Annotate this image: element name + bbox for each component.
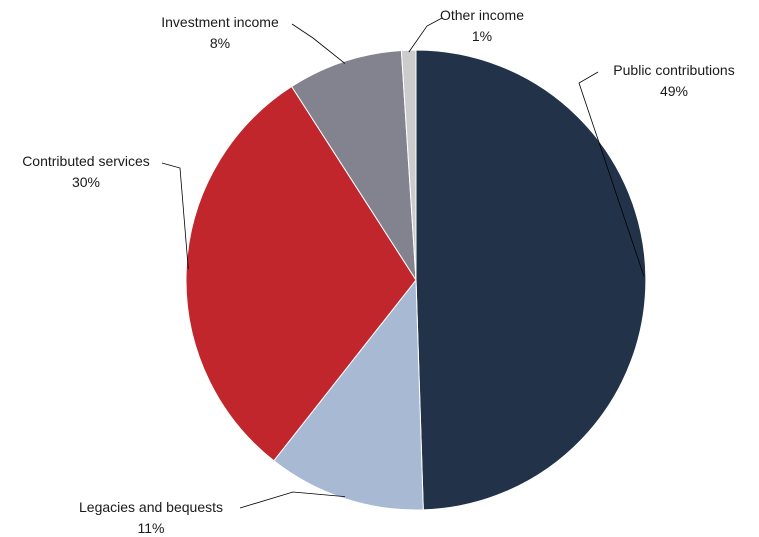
slice-label-investment-income: Investment income bbox=[161, 14, 279, 30]
pie-slice-legacies-and-bequests bbox=[273, 278, 424, 511]
pie-slice-investment-income bbox=[290, 49, 417, 282]
slice-value-other-income: 1% bbox=[472, 28, 492, 44]
slice-value-contributed-services: 30% bbox=[72, 174, 100, 190]
leader-line-investment-income bbox=[291, 23, 346, 64]
leader-line-contributed-services bbox=[161, 162, 189, 270]
slice-label-legacies-and-bequests: Legacies and bequests bbox=[79, 499, 223, 515]
slice-label-other-income: Other income bbox=[440, 7, 524, 23]
pie-slices bbox=[185, 49, 647, 511]
slice-value-investment-income: 8% bbox=[210, 35, 230, 51]
leader-lines bbox=[161, 17, 645, 509]
pie-slice-other-income bbox=[400, 49, 417, 281]
slice-value-legacies-and-bequests: 11% bbox=[138, 520, 165, 536]
slice-label-contributed-services: Contributed services bbox=[22, 153, 150, 169]
pie-slice-public-contributions bbox=[415, 49, 647, 511]
leader-line-public-contributions bbox=[578, 71, 645, 277]
pie-slice-contributed-services bbox=[185, 85, 417, 462]
leader-line-legacies-and-bequests bbox=[239, 491, 345, 509]
leader-line-other-income bbox=[408, 17, 443, 53]
slice-value-public-contributions: 49% bbox=[660, 83, 688, 99]
slice-label-public-contributions: Public contributions bbox=[613, 62, 734, 78]
